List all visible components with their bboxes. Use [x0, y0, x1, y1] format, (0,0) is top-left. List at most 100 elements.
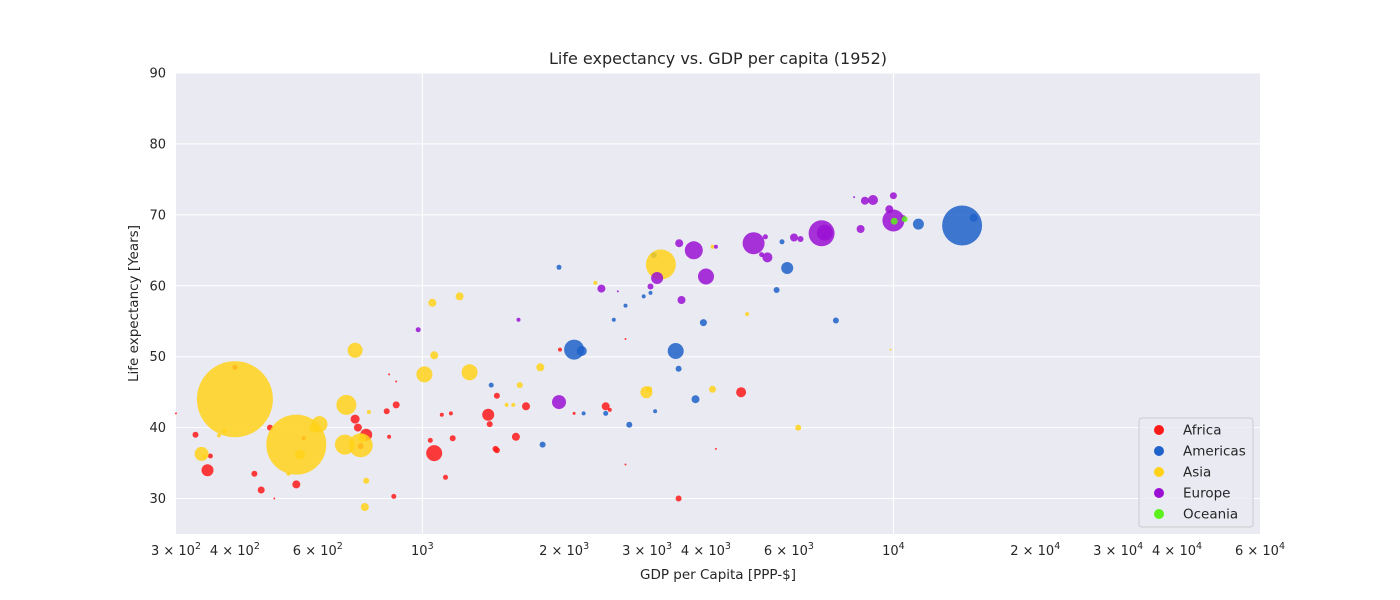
data-point	[196, 361, 273, 438]
data-point	[616, 290, 619, 293]
legend-marker	[1154, 509, 1164, 519]
data-point	[709, 385, 716, 393]
data-point	[486, 421, 493, 428]
data-point	[942, 205, 983, 246]
data-point	[511, 402, 516, 407]
x-tick-label: 3 × 102	[151, 541, 201, 559]
chart-title: Life expectancy vs. GDP per capita (1952…	[549, 49, 887, 68]
data-point	[416, 366, 433, 383]
data-point	[516, 382, 523, 389]
data-point	[336, 394, 357, 415]
data-point	[611, 317, 616, 322]
data-point	[710, 244, 715, 249]
data-point	[773, 287, 780, 293]
y-tick-label: 50	[149, 350, 166, 365]
data-point	[601, 402, 610, 411]
data-point	[581, 411, 586, 416]
data-points	[175, 192, 983, 511]
data-point	[969, 213, 978, 222]
data-point	[572, 411, 576, 415]
data-point	[677, 296, 686, 304]
data-point	[576, 346, 587, 356]
legend-label: Americas	[1183, 444, 1246, 460]
data-point	[736, 387, 747, 398]
data-point	[623, 303, 628, 308]
data-point	[455, 292, 464, 301]
data-point	[292, 480, 301, 489]
data-point	[192, 431, 199, 438]
data-point	[461, 364, 478, 381]
data-point	[392, 401, 400, 409]
data-point	[428, 298, 437, 307]
data-point	[781, 262, 794, 274]
data-point	[395, 380, 398, 383]
data-point	[648, 290, 653, 295]
data-point	[493, 447, 500, 454]
data-point	[762, 252, 773, 263]
data-point	[626, 421, 633, 428]
data-point	[383, 408, 390, 415]
data-point	[295, 449, 305, 460]
series-americas	[488, 205, 983, 448]
data-point	[350, 414, 360, 424]
data-point	[714, 447, 717, 450]
data-point	[216, 433, 221, 438]
data-point	[762, 234, 768, 240]
data-point	[391, 493, 397, 499]
data-point	[426, 445, 443, 462]
data-point	[691, 395, 700, 404]
data-point	[443, 474, 448, 480]
x-axis-ticks: 3 × 102 4 × 102 6 × 102 103 2 × 103 3 × 103 4 …	[151, 541, 1285, 559]
data-point	[194, 446, 209, 461]
data-point	[641, 294, 646, 299]
data-point	[675, 495, 682, 502]
y-axis-title: Life expectancy [Years]	[126, 225, 142, 382]
data-point	[868, 195, 878, 205]
data-point	[448, 411, 453, 416]
plot-area	[176, 73, 1260, 534]
legend-marker	[1154, 446, 1164, 456]
data-point	[207, 453, 213, 459]
series-oceania	[890, 216, 908, 225]
data-point	[646, 386, 653, 393]
data-point	[273, 497, 276, 500]
data-point	[889, 192, 897, 200]
data-point	[856, 225, 865, 233]
data-point	[698, 268, 714, 285]
data-point	[832, 317, 839, 324]
y-tick-label: 70	[149, 208, 166, 223]
data-point	[493, 392, 500, 399]
data-point	[816, 224, 833, 241]
x-tick-label: 2 × 103	[539, 541, 589, 559]
data-point	[624, 338, 627, 340]
data-point	[552, 395, 566, 410]
data-point	[257, 486, 265, 494]
x-tick-label: 6 × 102	[293, 541, 343, 559]
x-tick-label: 6 × 103	[764, 541, 814, 559]
legend-label: Oceania	[1183, 507, 1238, 523]
data-point	[889, 348, 892, 351]
data-point	[901, 216, 908, 223]
x-tick-label: 2 × 104	[1010, 541, 1060, 559]
data-point	[779, 239, 785, 245]
data-point	[348, 433, 373, 458]
legend-marker	[1154, 488, 1164, 498]
legend-label: Asia	[1183, 465, 1211, 481]
x-tick-label: 4 × 104	[1152, 541, 1202, 559]
data-point	[912, 218, 924, 230]
y-tick-label: 80	[149, 137, 166, 152]
data-point	[647, 283, 654, 290]
data-point	[415, 327, 421, 333]
data-point	[745, 312, 750, 317]
data-point	[360, 503, 369, 511]
data-point	[222, 429, 227, 434]
data-point	[675, 239, 684, 248]
data-point	[251, 470, 258, 477]
data-point	[286, 471, 291, 476]
data-point	[558, 347, 562, 352]
data-point	[347, 342, 363, 358]
data-point	[201, 464, 214, 477]
legend: Africa Americas Asia Europe Oceania	[1138, 417, 1254, 528]
data-point	[539, 441, 546, 448]
